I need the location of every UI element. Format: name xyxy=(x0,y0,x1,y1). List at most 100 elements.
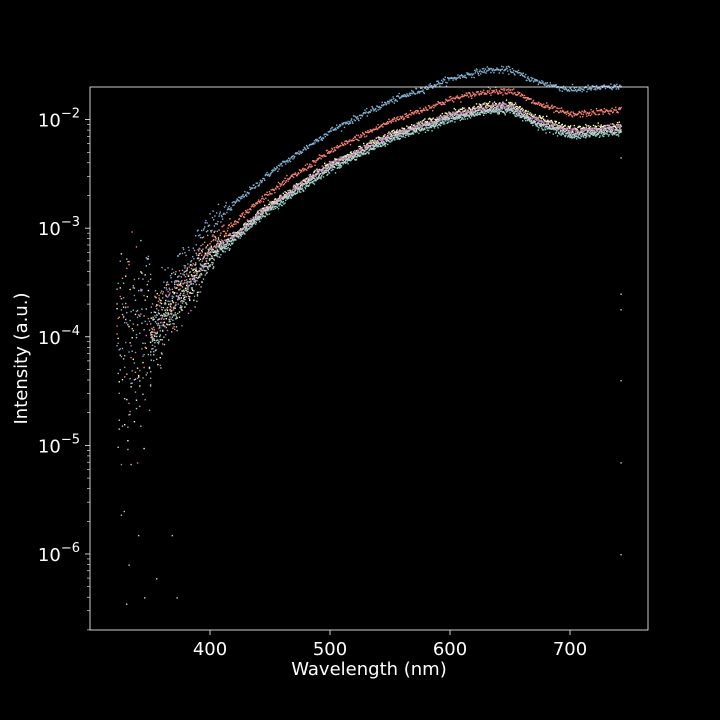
data-point xyxy=(145,265,147,267)
data-point xyxy=(540,125,542,127)
data-point xyxy=(244,213,246,216)
data-point xyxy=(406,131,409,133)
data-point xyxy=(302,167,304,170)
data-point xyxy=(619,84,621,86)
data-point xyxy=(491,106,493,109)
data-point xyxy=(504,114,506,116)
data-point xyxy=(401,116,403,118)
data-point xyxy=(454,117,456,119)
data-point xyxy=(520,108,523,110)
data-point xyxy=(251,222,253,224)
data-point xyxy=(148,367,151,370)
data-point xyxy=(393,132,395,134)
data-point xyxy=(612,126,614,129)
data-point xyxy=(162,330,164,332)
data-point xyxy=(183,292,185,295)
data-point xyxy=(142,355,144,357)
data-point xyxy=(243,224,245,226)
data-point xyxy=(289,176,292,179)
data-point xyxy=(557,127,559,130)
data-point xyxy=(507,110,509,112)
data-point xyxy=(390,132,392,134)
data-point xyxy=(394,135,396,138)
data-point xyxy=(318,157,320,160)
data-point xyxy=(499,109,501,112)
data-point xyxy=(449,121,451,123)
data-point xyxy=(260,208,262,210)
data-point xyxy=(511,102,513,104)
data-point xyxy=(285,180,287,182)
data-point xyxy=(213,251,215,253)
data-point xyxy=(396,118,398,120)
data-point xyxy=(189,271,191,273)
data-point xyxy=(174,307,176,309)
data-point xyxy=(164,302,166,304)
data-point xyxy=(183,265,185,267)
data-point xyxy=(145,308,147,310)
data-point xyxy=(121,425,124,427)
data-point xyxy=(317,140,319,143)
data-point xyxy=(396,117,398,119)
data-point xyxy=(207,234,209,237)
data-point xyxy=(378,145,380,148)
data-point xyxy=(351,157,353,159)
data-point xyxy=(536,120,538,122)
data-point xyxy=(174,286,176,288)
data-point xyxy=(216,240,218,242)
data-point xyxy=(171,331,173,333)
data-point xyxy=(569,126,571,128)
data-point xyxy=(267,209,269,211)
data-point xyxy=(213,225,215,227)
data-point xyxy=(598,136,601,138)
data-point xyxy=(492,68,494,70)
data-point xyxy=(561,107,563,109)
data-point xyxy=(293,192,295,194)
data-point xyxy=(265,174,268,176)
data-point xyxy=(486,102,488,105)
data-point xyxy=(243,226,245,228)
data-point xyxy=(283,196,285,199)
data-point xyxy=(474,72,476,74)
data-point xyxy=(149,278,152,280)
y-axis-ticks: 10−610−510−410−310−2 xyxy=(38,107,90,631)
data-point xyxy=(498,111,500,114)
data-point xyxy=(619,130,622,132)
data-point xyxy=(447,100,449,102)
data-point xyxy=(304,168,306,170)
data-point xyxy=(386,138,388,141)
data-point xyxy=(186,283,188,285)
data-point xyxy=(401,127,403,129)
data-point xyxy=(565,129,567,131)
data-point xyxy=(119,369,121,371)
data-point xyxy=(238,218,240,221)
data-point xyxy=(471,74,473,76)
data-point xyxy=(284,177,286,179)
data-point xyxy=(517,114,520,116)
data-point xyxy=(351,118,353,120)
data-point xyxy=(222,242,224,244)
data-point xyxy=(217,220,219,223)
data-point xyxy=(181,269,184,272)
data-point xyxy=(517,109,519,111)
data-point xyxy=(234,202,236,204)
data-point xyxy=(273,167,275,169)
data-point xyxy=(376,127,378,130)
data-point xyxy=(590,133,592,135)
data-point xyxy=(195,269,197,271)
data-point xyxy=(336,162,338,165)
data-point xyxy=(242,228,244,230)
data-point xyxy=(481,110,483,112)
data-point xyxy=(238,218,241,220)
data-point xyxy=(235,201,237,203)
data-point xyxy=(188,281,190,283)
data-point xyxy=(230,207,232,209)
data-point xyxy=(182,273,184,275)
data-point xyxy=(394,134,396,136)
data-point xyxy=(167,290,169,293)
data-point xyxy=(532,81,535,83)
data-point xyxy=(596,130,598,133)
data-point xyxy=(538,82,540,84)
data-point xyxy=(175,295,178,297)
data-point xyxy=(447,121,449,123)
data-point xyxy=(149,385,152,387)
